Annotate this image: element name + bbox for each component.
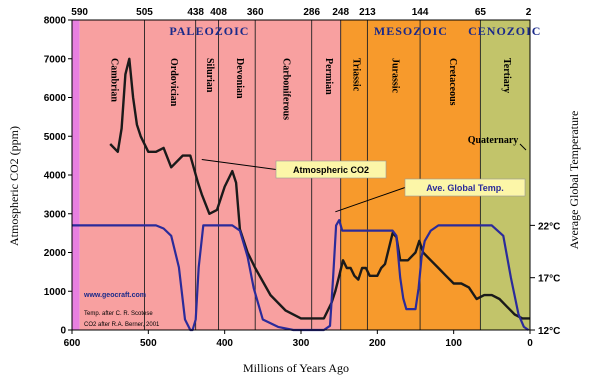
x-tick-label-4: 200 xyxy=(369,338,386,349)
top-tick-label-1: 505 xyxy=(136,7,153,18)
period-label-permian: Permian xyxy=(323,58,334,95)
y-tick-label-8: 8000 xyxy=(44,16,67,27)
y-tick-label-2: 2000 xyxy=(44,248,67,259)
credit-co2: CO2 after R.A. Berner, 2001 xyxy=(84,322,160,328)
series-label-box-1 xyxy=(404,178,526,197)
era-label-0: PALEOZOIC xyxy=(169,24,249,38)
temp-tick-label-0: 22°C xyxy=(538,221,560,232)
top-tick-label-4: 360 xyxy=(247,7,264,18)
top-tick-label-10: 2 xyxy=(526,7,532,18)
top-tick-label-5: 286 xyxy=(303,7,320,18)
quaternary-pointer xyxy=(519,143,527,151)
temp-tick-label-1: 17°C xyxy=(538,274,560,285)
series-label-1: Ave. Global Temp. xyxy=(426,183,504,193)
era-label-2: CENOZOIC xyxy=(468,24,541,38)
y-tick-label-4: 4000 xyxy=(44,171,67,182)
series-label-pointer-1 xyxy=(335,187,406,213)
top-axis-ticks: 590 505 438 408 360 286 248 213 144 65 2 xyxy=(71,7,531,18)
x-tick-label-1: 500 xyxy=(140,338,157,349)
y-axis-title-right: Average Global Temperature xyxy=(567,111,581,250)
top-tick-label-9: 65 xyxy=(475,7,487,18)
period-label-cambrian: Cambrian xyxy=(109,58,120,102)
credit-website: www.geocraft.com xyxy=(83,292,146,299)
top-tick-label-6: 248 xyxy=(332,7,349,18)
top-tick-label-3: 408 xyxy=(210,7,227,18)
annotation-quaternary: Quaternary xyxy=(468,135,519,146)
y-tick-label-1: 1000 xyxy=(44,287,67,298)
y-tick-label-3: 3000 xyxy=(44,209,67,220)
temp-tick-label-2: 12°C xyxy=(538,326,560,337)
geologic-era-bands xyxy=(72,20,530,330)
x-tick-label-2: 400 xyxy=(216,338,233,349)
x-tick-label-5: 100 xyxy=(445,338,462,349)
period-label-silurian: Silurian xyxy=(204,58,215,93)
period-label-ordovician: Ordovician xyxy=(168,58,179,107)
x-axis-title: Millions of Years Ago xyxy=(243,361,349,375)
period-label-triassic: Triassic xyxy=(351,58,362,92)
era-labels: PALEOZOIC MESOZOIC CENOZOIC xyxy=(169,24,541,38)
top-tick-label-8: 144 xyxy=(412,7,429,18)
y-axis-ticks: 0 1000 2000 3000 4000 5000 6000 7000 8000 xyxy=(44,16,72,337)
co2-series-line xyxy=(109,57,530,320)
period-labels: Cambrian Ordovician Silurian Devonian Carbon… xyxy=(109,58,512,120)
temperature-axis-ticks: 22°C 17°C 12°C xyxy=(530,221,560,337)
y-tick-label-0: 0 xyxy=(60,326,66,337)
period-label-jurassic: Jurassic xyxy=(390,58,401,94)
period-label-carboniferous: Carboniferous xyxy=(280,58,291,120)
x-tick-label-6: 0 xyxy=(527,338,533,349)
top-tick-label-7: 213 xyxy=(359,7,376,18)
era-band-0 xyxy=(72,20,80,330)
period-label-tertiary: Tertiary xyxy=(501,58,512,93)
credit-temperature: Temp. after C. R. Scotese xyxy=(84,311,153,317)
period-label-cretaceous: Cretaceous xyxy=(447,58,458,106)
top-tick-label-2: 438 xyxy=(187,7,204,18)
y-tick-label-7: 7000 xyxy=(44,54,67,65)
x-axis-ticks: 600 500 400 300 200 100 0 xyxy=(64,330,533,349)
era-band-3 xyxy=(480,20,530,330)
x-tick-label-0: 600 xyxy=(64,338,81,349)
series-label-pointer-0 xyxy=(201,159,277,170)
y-tick-label-5: 5000 xyxy=(44,132,67,143)
series-labels: Atmospheric CO2 Ave. Global Temp. xyxy=(201,159,526,213)
period-label-devonian: Devonian xyxy=(234,58,245,99)
y-axis-title-left: Atmospheric CO2 (ppm) xyxy=(7,126,21,246)
x-tick-label-3: 300 xyxy=(293,338,310,349)
era-label-1: MESOZOIC xyxy=(374,24,448,38)
series-label-box-0 xyxy=(275,160,387,179)
top-tick-label-0: 590 xyxy=(71,7,88,18)
y-tick-label-6: 6000 xyxy=(44,93,67,104)
series-label-0: Atmospheric CO2 xyxy=(293,165,369,175)
